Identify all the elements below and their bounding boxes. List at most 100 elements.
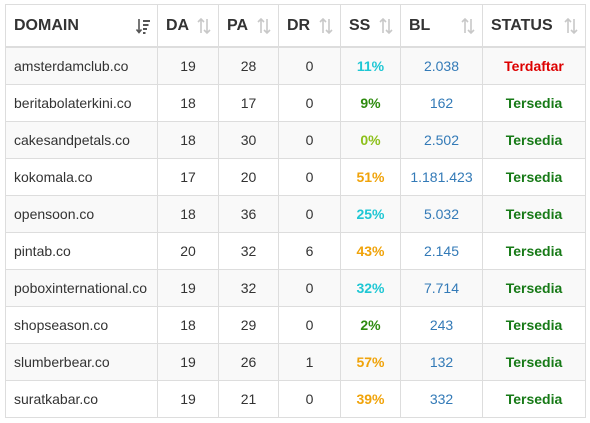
domain-cell: shopseason.co bbox=[5, 306, 158, 344]
ss-cell: 2% bbox=[340, 306, 401, 344]
ss-cell: 51% bbox=[340, 158, 401, 196]
ss-cell: 39% bbox=[340, 380, 401, 418]
status-cell: Tersedia bbox=[482, 158, 586, 196]
domain-cell: cakesandpetals.co bbox=[5, 121, 158, 159]
domain-table-container: DOMAIN DA bbox=[5, 4, 586, 418]
dr-cell: 0 bbox=[278, 269, 341, 307]
da-cell: 19 bbox=[157, 46, 219, 85]
dr-cell: 0 bbox=[278, 306, 341, 344]
sort-arrows-icon bbox=[460, 17, 476, 35]
dr-cell: 0 bbox=[278, 121, 341, 159]
da-cell: 19 bbox=[157, 269, 219, 307]
dr-cell: 0 bbox=[278, 46, 341, 85]
table-row: slumberbear.co 19 26 1 57% 132 Tersedia bbox=[5, 343, 586, 381]
da-cell: 19 bbox=[157, 380, 219, 418]
bl-cell: 332 bbox=[400, 380, 483, 418]
column-header-pa[interactable]: PA bbox=[218, 4, 279, 48]
bl-cell: 243 bbox=[400, 306, 483, 344]
ss-cell: 0% bbox=[340, 121, 401, 159]
da-cell: 18 bbox=[157, 84, 219, 122]
dr-cell: 6 bbox=[278, 232, 341, 270]
table-row: amsterdamclub.co 19 28 0 11% 2.038 Terda… bbox=[5, 46, 586, 85]
bl-cell: 2.145 bbox=[400, 232, 483, 270]
pa-cell: 21 bbox=[218, 380, 279, 418]
dr-cell: 0 bbox=[278, 84, 341, 122]
sort-amount-desc-icon bbox=[135, 17, 151, 35]
da-cell: 18 bbox=[157, 121, 219, 159]
table-row: beritabolaterkini.co 18 17 0 9% 162 Ters… bbox=[5, 84, 586, 122]
pa-cell: 30 bbox=[218, 121, 279, 159]
sort-arrows-icon bbox=[378, 17, 394, 35]
column-header-label: BL bbox=[409, 16, 431, 34]
domain-cell: kokomala.co bbox=[5, 158, 158, 196]
pa-cell: 36 bbox=[218, 195, 279, 233]
domain-cell: opensoon.co bbox=[5, 195, 158, 233]
pa-cell: 26 bbox=[218, 343, 279, 381]
pa-cell: 28 bbox=[218, 46, 279, 85]
dr-cell: 1 bbox=[278, 343, 341, 381]
column-header-dr[interactable]: DR bbox=[278, 4, 341, 48]
bl-cell: 7.714 bbox=[400, 269, 483, 307]
table-header: DOMAIN DA bbox=[5, 4, 586, 48]
sort-arrows-icon bbox=[256, 17, 272, 35]
table-row: suratkabar.co 19 21 0 39% 332 Tersedia bbox=[5, 380, 586, 418]
table-row: kokomala.co 17 20 0 51% 1.181.423 Tersed… bbox=[5, 158, 586, 196]
ss-cell: 57% bbox=[340, 343, 401, 381]
column-header-label: STATUS bbox=[491, 16, 553, 34]
pa-cell: 29 bbox=[218, 306, 279, 344]
pa-cell: 32 bbox=[218, 232, 279, 270]
sort-arrows-icon bbox=[318, 17, 334, 35]
status-cell: Tersedia bbox=[482, 195, 586, 233]
domain-cell: pintab.co bbox=[5, 232, 158, 270]
domain-table: DOMAIN DA bbox=[5, 4, 586, 418]
domain-cell: slumberbear.co bbox=[5, 343, 158, 381]
da-cell: 19 bbox=[157, 343, 219, 381]
da-cell: 18 bbox=[157, 195, 219, 233]
bl-cell: 132 bbox=[400, 343, 483, 381]
column-header-status[interactable]: STATUS bbox=[482, 4, 586, 48]
bl-cell: 2.502 bbox=[400, 121, 483, 159]
sort-arrows-icon bbox=[563, 17, 579, 35]
domain-cell: suratkabar.co bbox=[5, 380, 158, 418]
da-cell: 17 bbox=[157, 158, 219, 196]
dr-cell: 0 bbox=[278, 380, 341, 418]
pa-cell: 32 bbox=[218, 269, 279, 307]
status-cell: Tersedia bbox=[482, 380, 586, 418]
column-header-domain[interactable]: DOMAIN bbox=[5, 4, 158, 48]
column-header-label: SS bbox=[349, 16, 371, 34]
table-row: cakesandpetals.co 18 30 0 0% 2.502 Terse… bbox=[5, 121, 586, 159]
dr-cell: 0 bbox=[278, 195, 341, 233]
column-header-label: DOMAIN bbox=[14, 16, 79, 34]
status-cell: Tersedia bbox=[482, 306, 586, 344]
table-body: amsterdamclub.co 19 28 0 11% 2.038 Terda… bbox=[5, 46, 586, 418]
status-cell: Terdaftar bbox=[482, 46, 586, 85]
bl-cell: 2.038 bbox=[400, 46, 483, 85]
table-row: opensoon.co 18 36 0 25% 5.032 Tersedia bbox=[5, 195, 586, 233]
da-cell: 18 bbox=[157, 306, 219, 344]
column-header-label: DA bbox=[166, 16, 190, 34]
dr-cell: 0 bbox=[278, 158, 341, 196]
ss-cell: 11% bbox=[340, 46, 401, 85]
domain-cell: poboxinternational.co bbox=[5, 269, 158, 307]
table-row: poboxinternational.co 19 32 0 32% 7.714 … bbox=[5, 269, 586, 307]
domain-cell: beritabolaterkini.co bbox=[5, 84, 158, 122]
column-header-da[interactable]: DA bbox=[157, 4, 219, 48]
pa-cell: 17 bbox=[218, 84, 279, 122]
bl-cell: 1.181.423 bbox=[400, 158, 483, 196]
column-header-ss[interactable]: SS bbox=[340, 4, 401, 48]
status-cell: Tersedia bbox=[482, 121, 586, 159]
domain-cell: amsterdamclub.co bbox=[5, 46, 158, 85]
sort-arrows-icon bbox=[196, 17, 212, 35]
column-header-bl[interactable]: BL bbox=[400, 4, 483, 48]
ss-cell: 25% bbox=[340, 195, 401, 233]
table-row: shopseason.co 18 29 0 2% 243 Tersedia bbox=[5, 306, 586, 344]
table-row: pintab.co 20 32 6 43% 2.145 Tersedia bbox=[5, 232, 586, 270]
header-row: DOMAIN DA bbox=[5, 4, 586, 48]
bl-cell: 5.032 bbox=[400, 195, 483, 233]
column-header-label: DR bbox=[287, 16, 311, 34]
column-header-label: PA bbox=[227, 16, 249, 34]
pa-cell: 20 bbox=[218, 158, 279, 196]
da-cell: 20 bbox=[157, 232, 219, 270]
status-cell: Tersedia bbox=[482, 232, 586, 270]
status-cell: Tersedia bbox=[482, 343, 586, 381]
